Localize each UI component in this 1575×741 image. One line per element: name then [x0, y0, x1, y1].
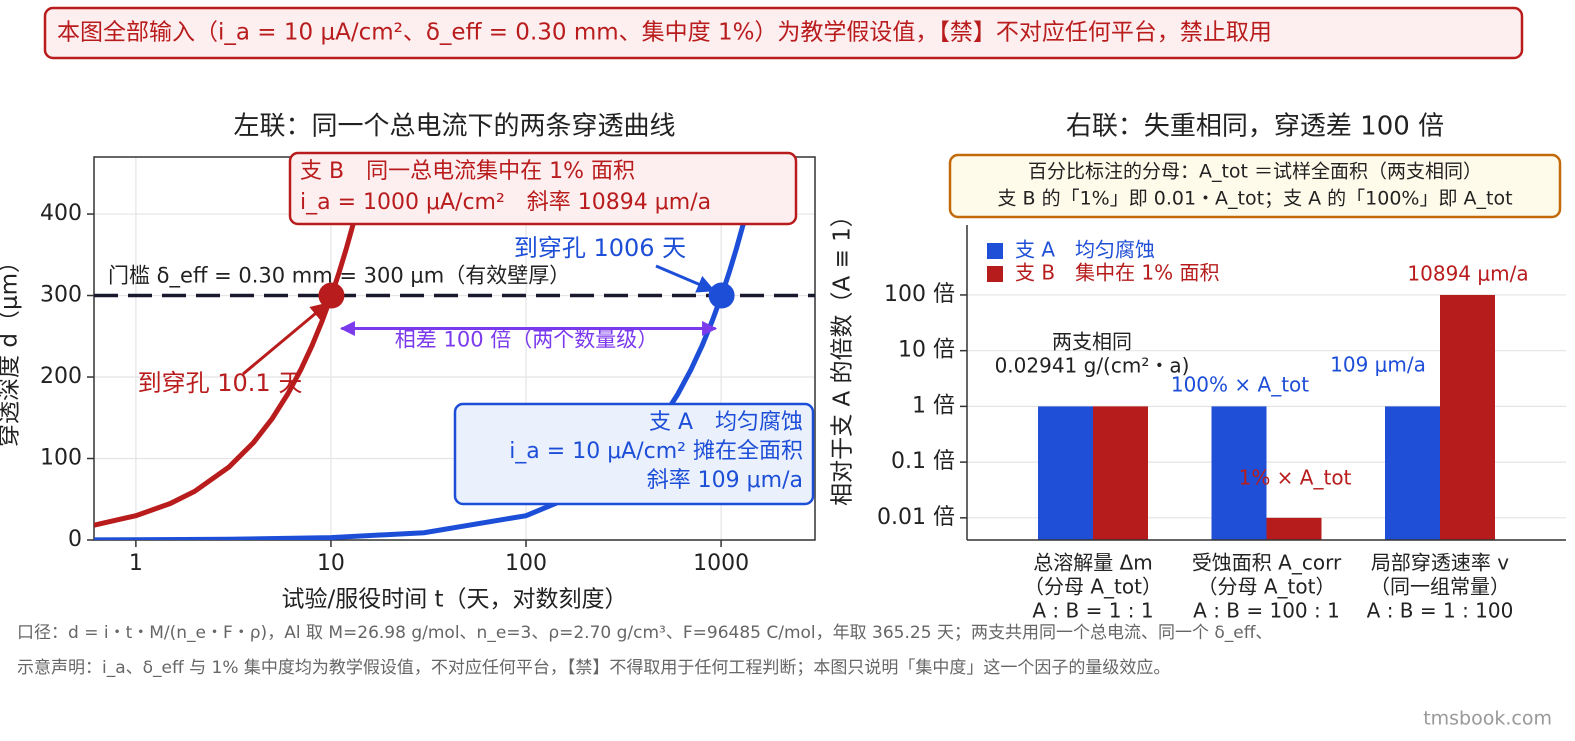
- x-tick-label: （分母 A_tot）: [1024, 575, 1162, 599]
- banner-box: [43, 6, 1524, 60]
- y-tick-label: 1 倍: [912, 393, 955, 418]
- bar: [1440, 294, 1495, 540]
- x-axis-label: 试验/服役时间 t（天，对数刻度）: [281, 587, 627, 613]
- bar-annotation: 10894 μm/a: [1407, 262, 1528, 286]
- threshold-point: [708, 282, 735, 309]
- footer-line: 口径：d = i・t・M/(n_e・F・ρ)，Al 取 M=26.98 g/mo…: [17, 623, 1272, 643]
- x-tick-label: 1000: [693, 551, 749, 576]
- point-label: 到穿孔 1006 天: [514, 234, 686, 262]
- legend-swatch: [987, 266, 1003, 282]
- y-tick-label: 0.1 倍: [891, 449, 955, 474]
- bar-annotation: 100% × A_tot: [1171, 373, 1309, 397]
- chart-title: 左联：同一个总电流下的两条穿透曲线: [233, 112, 675, 142]
- annotation-text: 斜率 109 μm/a: [647, 468, 803, 493]
- annotation-box: [288, 151, 798, 226]
- x-tick-label: A : B = 1 : 1: [1032, 599, 1153, 623]
- annotation-box: [453, 402, 815, 506]
- y-tick-label: 0: [68, 527, 82, 552]
- x-tick-label: A : B = 1 : 100: [1367, 599, 1514, 623]
- x-tick-label: （分母 A_tot）: [1198, 575, 1336, 599]
- point-arrow: [242, 302, 329, 376]
- y-axis-label: 穿透深度 d（μm）: [0, 250, 23, 447]
- point-arrow: [655, 264, 716, 293]
- x-tick-label: （同一组常量）: [1370, 575, 1510, 599]
- x-tick-label: 10: [317, 551, 345, 576]
- y-axis-label: 相对于支 A 的倍数（A ≡ 1）: [830, 204, 856, 506]
- banner: 本图全部输入（i_a = 10 μA/cm²、δ_eff = 0.30 mm、集…: [57, 20, 1272, 46]
- footer-line: 示意声明：i_a、δ_eff 与 1% 集中度均为教学假设值，不对应任何平台，【…: [17, 658, 1170, 678]
- bar: [1038, 406, 1093, 540]
- x-tick-label: 100: [505, 551, 547, 576]
- bar: [1093, 406, 1148, 540]
- x-tick-label: 总溶解量 Δm: [1033, 551, 1153, 575]
- annotation-text: 支 A 均匀腐蚀: [649, 410, 803, 435]
- y-tick-label: 100: [40, 446, 82, 471]
- note-text: 支 B 的「1%」即 0.01・A_tot；支 A 的「100%」即 A_tot: [997, 188, 1512, 210]
- note-box: [948, 153, 1562, 219]
- annotation-text: i_a = 1000 μA/cm² 斜率 10894 μm/a: [300, 190, 711, 215]
- bar: [1266, 517, 1322, 540]
- y-tick-label: 300: [40, 283, 82, 308]
- bar-annotation: 1% × A_tot: [1239, 466, 1352, 490]
- annotation-text: i_a = 10 μA/cm² 摊在全面积: [509, 439, 803, 464]
- bar: [1385, 406, 1440, 540]
- ratio-label: 相差 100 倍（两个数量级）: [395, 328, 658, 352]
- x-tick-label: 局部穿透速率 v: [1371, 551, 1509, 575]
- bar: [1211, 406, 1267, 540]
- annotation-text: 支 B 同一总电流集中在 1% 面积: [300, 159, 635, 184]
- legend-label: 支 B 集中在 1% 面积: [1015, 261, 1220, 285]
- bar-annotation: 两支相同: [1052, 330, 1132, 354]
- y-tick-label: 200: [40, 364, 82, 389]
- y-tick-label: 100 倍: [884, 282, 955, 307]
- chart-title: 右联：失重相同，穿透差 100 倍: [1066, 112, 1444, 142]
- x-tick-label: 受蚀面积 A_corr: [1192, 551, 1342, 575]
- legend-label: 支 A 均匀腐蚀: [1015, 238, 1155, 262]
- x-tick-label: 1: [129, 551, 143, 576]
- x-tick-label: A : B = 100 : 1: [1193, 599, 1340, 623]
- watermark: tmsbook.com: [1423, 708, 1552, 730]
- point-label: 到穿孔 10.1 天: [138, 369, 303, 397]
- y-tick-label: 0.01 倍: [877, 505, 955, 530]
- series-line: [94, 157, 373, 528]
- threshold-point: [318, 282, 345, 309]
- bar-annotation: 0.02941 g/(cm²・a): [995, 354, 1190, 378]
- legend-swatch: [987, 243, 1003, 259]
- y-tick-label: 400: [40, 201, 82, 226]
- y-tick-label: 10 倍: [898, 338, 955, 363]
- note-text: 百分比标注的分母：A_tot ＝试样全面积（两支相同）: [1028, 161, 1482, 183]
- bar-annotation: 109 μm/a: [1330, 353, 1426, 377]
